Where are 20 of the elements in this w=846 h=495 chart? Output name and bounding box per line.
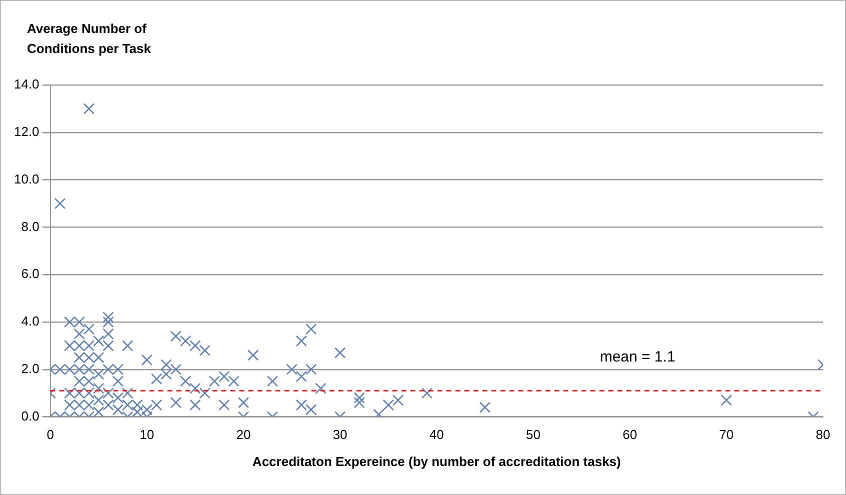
x-tick-label: 20 — [236, 427, 251, 442]
y-tick-label: 0.0 — [21, 408, 40, 424]
y-tick-label: 6.0 — [21, 266, 40, 282]
y-tick-label: 10.0 — [14, 171, 40, 186]
x-tick-label: 0 — [46, 427, 54, 442]
y-axis-title: Average Number of Conditions per Task — [27, 20, 152, 58]
y-tick-label: 12.0 — [14, 124, 40, 139]
x-tick-label: 40 — [429, 427, 444, 442]
y-tick-label: 14.0 — [14, 76, 40, 92]
y-tick-label: 8.0 — [21, 218, 40, 234]
x-tick-label: 30 — [332, 427, 348, 442]
y-tick-label: 4.0 — [21, 314, 40, 329]
y-tick-label: 2.0 — [21, 360, 40, 376]
x-tick-label: 10 — [140, 427, 154, 442]
ref-line-label: mean = 1.1 — [600, 348, 676, 366]
x-tick-label: 60 — [622, 427, 638, 442]
x-axis-title: Accreditaton Expereince (by number of accreditation tasks) — [252, 454, 621, 469]
x-tick-label: 70 — [719, 427, 734, 442]
x-tick-label: 50 — [526, 427, 540, 442]
x-tick-label: 80 — [816, 427, 830, 442]
